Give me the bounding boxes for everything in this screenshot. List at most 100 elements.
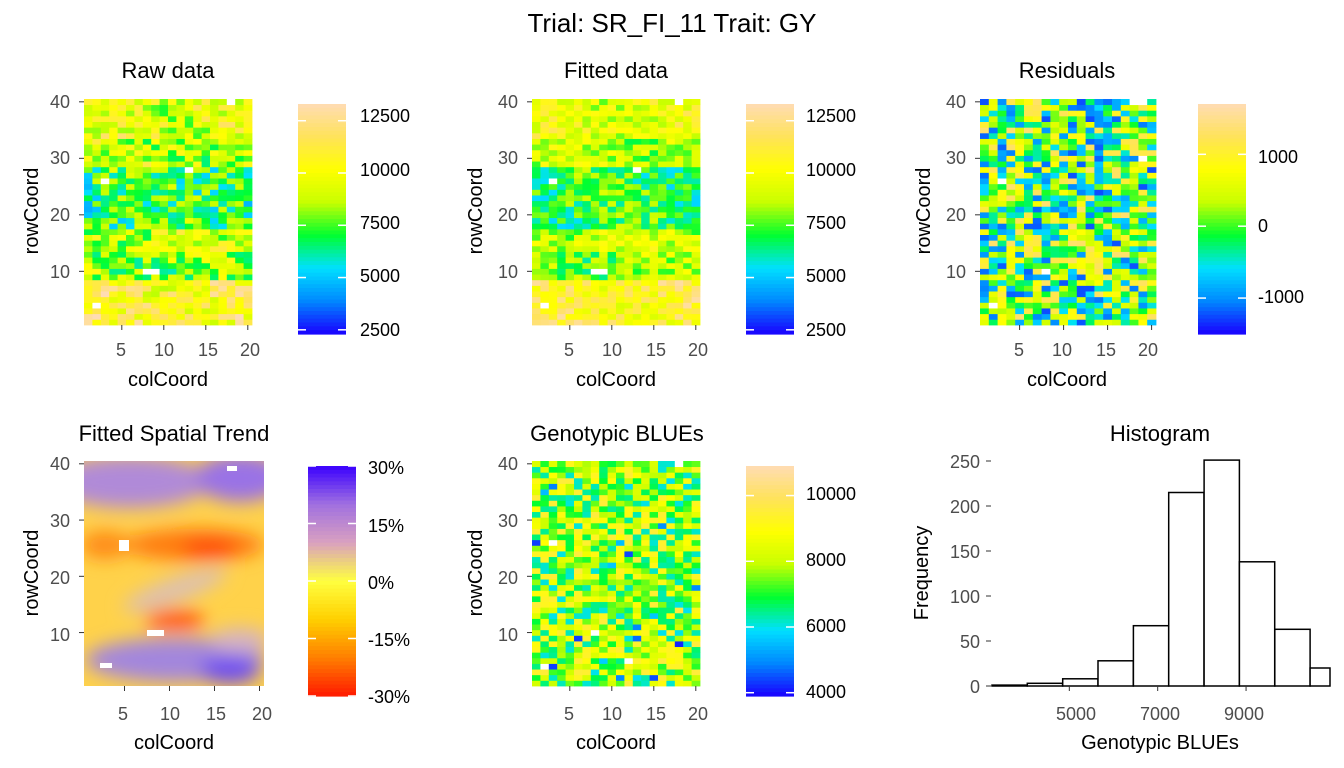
heatmap-cell — [649, 477, 659, 484]
heatmap-cell — [201, 313, 211, 320]
heatmap-cell — [151, 285, 160, 292]
heatmap-cell — [1006, 245, 1016, 252]
heatmap-cell — [632, 506, 642, 513]
heatmap-cell — [565, 483, 575, 490]
colorbar-segment — [1198, 161, 1246, 166]
heatmap-cell — [1024, 257, 1034, 264]
heatmap-cell — [109, 144, 118, 151]
heatmap-cell — [557, 285, 566, 292]
heatmap-cell — [168, 251, 177, 258]
colorbar-segment — [298, 295, 346, 301]
heatmap-cell — [1068, 132, 1078, 139]
colorbar-segment — [746, 257, 794, 262]
heatmap-cell — [226, 183, 236, 190]
heatmap-cell — [997, 262, 1007, 269]
colorbar-segment — [746, 473, 794, 479]
heatmap-cell — [243, 189, 253, 196]
heatmap-cell — [574, 245, 583, 252]
heatmap-cell — [235, 285, 244, 292]
heatmap-cell — [1147, 99, 1157, 106]
heatmap-cell — [159, 319, 169, 326]
heatmap-cell — [1138, 234, 1148, 241]
heatmap-cell — [582, 466, 592, 473]
heatmap-cell — [151, 132, 160, 139]
heatmap-cell — [548, 494, 558, 501]
heatmap-cell — [117, 206, 127, 213]
heatmap-cell — [691, 308, 701, 315]
heatmap-cell — [159, 302, 169, 309]
heatmap-cell — [235, 178, 244, 185]
heatmap-cell — [582, 121, 592, 128]
colorbar-segment — [308, 619, 356, 624]
heatmap-cell — [582, 110, 592, 117]
heatmap-cell — [574, 240, 583, 247]
heatmap-cell — [641, 251, 650, 258]
heatmap-cell — [1041, 166, 1051, 173]
x-tick-label: 5000 — [1056, 704, 1096, 724]
colorbar-segment — [1198, 242, 1246, 247]
heatmap-cell — [607, 200, 617, 207]
heatmap-cell — [1129, 144, 1139, 151]
heatmap-cell — [666, 251, 676, 258]
heatmap-cell — [1085, 144, 1095, 151]
heatmap-cell — [142, 183, 152, 190]
colorbar-segment — [1198, 284, 1246, 289]
heatmap-cell — [1112, 149, 1122, 156]
heatmap-cell — [599, 461, 608, 468]
heatmap-cell — [84, 104, 93, 111]
colorbar-segment — [308, 504, 356, 509]
heatmap-cell — [84, 313, 93, 320]
heatmap-cell — [641, 669, 650, 676]
heatmap-cell — [624, 240, 634, 247]
heatmap-cell — [616, 551, 625, 558]
heatmap-cell — [548, 601, 558, 608]
heatmap-cell — [1138, 178, 1148, 185]
heatmap-cell — [210, 99, 219, 106]
heatmap-cell — [582, 138, 592, 145]
heatmap-cell — [1129, 206, 1139, 213]
colorbar-tick-label: 8000 — [806, 550, 846, 570]
heatmap-cell — [582, 612, 592, 619]
heatmap-cell — [658, 680, 667, 687]
heatmap-cell — [532, 285, 541, 292]
heatmap-cell — [997, 308, 1007, 315]
heatmap-cell — [84, 302, 93, 309]
heatmap-cell — [666, 506, 676, 513]
heatmap-cell — [532, 228, 541, 235]
y-tick-label: 20 — [50, 568, 70, 588]
heatmap-cell — [666, 302, 676, 309]
heatmap-cell — [1085, 308, 1095, 315]
heatmap-cell — [100, 166, 110, 173]
heatmap-cell — [1076, 161, 1086, 168]
heatmap-cell — [210, 212, 219, 219]
heatmap-cell — [210, 291, 219, 298]
heatmap-cell — [1147, 104, 1157, 111]
heatmap-cell — [1041, 104, 1051, 111]
heatmap-cell — [1068, 217, 1078, 224]
heatmap-cell — [1006, 274, 1016, 281]
heatmap-cell — [607, 161, 617, 168]
heatmap-cell — [1024, 132, 1034, 139]
heatmap-cell — [666, 579, 676, 586]
heatmap-cell — [1112, 121, 1122, 128]
heatmap-cell — [658, 212, 667, 219]
heatmap-cell — [624, 217, 634, 224]
heatmap-cell — [184, 161, 194, 168]
heatmap-cell — [666, 200, 676, 207]
colorbar-segment — [746, 581, 794, 586]
heatmap-cell — [674, 511, 684, 518]
heatmap-cell — [1068, 234, 1078, 241]
heatmap-cell — [1147, 223, 1157, 230]
heatmap-cell — [649, 189, 659, 196]
heatmap-cell — [616, 172, 625, 179]
heatmap-cell — [193, 291, 202, 298]
heatmap-cell — [117, 183, 127, 190]
heatmap-cell — [1015, 308, 1025, 315]
heatmap-cell — [997, 172, 1007, 179]
heatmap-cell — [649, 629, 659, 636]
heatmap-cell — [540, 200, 550, 207]
heatmap-cell — [1015, 172, 1025, 179]
heatmap-cell — [1120, 313, 1130, 320]
heatmap-cell — [193, 115, 202, 122]
heatmap-cell — [607, 596, 617, 603]
